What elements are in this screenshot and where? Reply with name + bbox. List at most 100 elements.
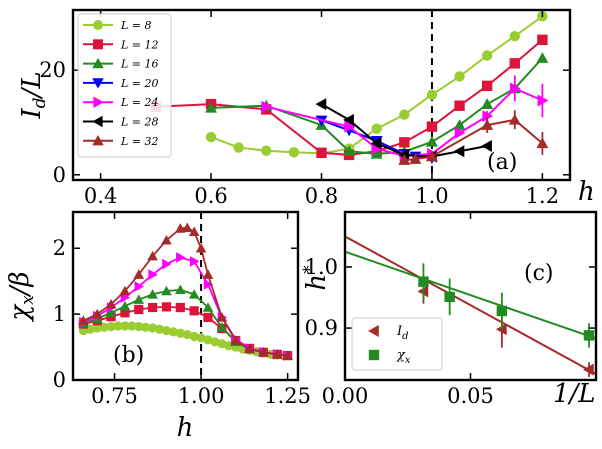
legend-marker [92,57,104,69]
data-point [343,145,356,157]
data-point [508,113,521,125]
data-point [537,34,548,46]
data-point [398,148,410,161]
data-point [481,140,492,152]
data-point [91,308,103,319]
data-point [370,137,382,150]
data-point [147,289,158,299]
data-point [154,324,165,334]
data-point [189,306,199,316]
data-point [203,312,213,323]
data-point [315,98,327,111]
legend-label: L = 8 [120,19,152,32]
data-point [481,98,494,109]
data-point [161,302,172,312]
data-point [78,315,89,325]
panel-c-series [345,235,596,377]
data-point [106,322,116,332]
legend-label: L = 24 [120,96,159,109]
fit-line [345,235,596,375]
panel-b-ticks: 0.75 1.00 1.25 0 1 2 [53,212,311,408]
data-point [120,321,130,331]
legend-marker [93,96,104,108]
xtick-label-a: 0.6 [194,184,227,208]
xtick-label-a: 1.2 [526,184,559,208]
data-point [168,327,178,337]
data-point [282,350,293,360]
data-point [233,142,244,153]
data-point [202,302,214,312]
data-point [454,71,465,82]
data-point [148,302,158,313]
data-point [217,339,227,349]
data-point [176,252,186,263]
data-point [133,269,145,279]
data-point [398,154,411,165]
panel-a-ylabel: Id/L [17,71,50,119]
data-point [119,285,131,296]
legend-label: L = 12 [120,38,159,51]
data-point [370,147,383,159]
data-point [399,109,410,120]
ytick-label-c: 1.0 [305,255,338,279]
data-point [509,82,521,95]
data-point [189,331,199,342]
data-point [119,300,131,311]
panel-b-ylabel: χx/β [5,271,38,322]
panel-b: 0.75 1.00 1.25 0 1 2 (b) χx/β h [5,210,311,443]
legend-marker [368,325,379,337]
data-point [509,30,520,42]
panel-a-xlabel: h [578,177,595,207]
data-point [418,276,429,287]
series-a-6 [398,110,549,165]
data-point [196,333,206,343]
data-point [175,284,186,294]
panel-a-tag: (a) [487,150,517,175]
data-point [582,363,594,376]
legend-marker [92,78,104,89]
data-point [161,285,172,296]
data-point [399,137,410,148]
data-point [481,119,494,130]
data-point [258,347,269,357]
data-point [203,279,214,290]
data-point [316,147,327,158]
data-point [261,100,273,113]
data-point [92,323,102,333]
panel-a-ticks: 0.4 0.6 0.8 1.0 1.2 0 20 [39,10,570,208]
data-point [99,322,109,332]
data-point [536,137,549,149]
data-point [453,145,465,158]
data-point [454,126,466,139]
data-point [182,329,192,340]
legend-label: L = 20 [120,77,159,90]
data-point [148,323,158,333]
series-b-0 [78,321,289,361]
data-point [175,302,185,313]
data-point [425,135,438,147]
series-c-1 [345,250,596,348]
data-point [134,322,144,332]
panel-c-xlabel: 1/L [553,379,596,409]
panel-b-tag: (b) [113,343,144,368]
series-b-4 [78,222,293,360]
data-point [120,308,130,318]
data-point [343,113,354,126]
legend-marker [92,115,103,128]
legend-marker [368,349,380,361]
data-point [288,147,300,158]
panel-c-frame [343,210,598,382]
data-point [509,58,520,69]
data-point [134,281,145,292]
ytick-label-b: 2 [53,236,66,260]
ytick-label-b: 0 [53,368,66,392]
data-point [216,312,228,322]
data-point [425,150,438,162]
data-point [202,269,214,279]
panel-a-legend: L = 8 L = 12 L = 16 L = 20 L = 24 L = 28 L = 3… [77,13,172,158]
data-point [244,343,255,354]
data-point [113,321,123,331]
ytick-label-b: 1 [53,302,66,326]
data-point [536,52,549,63]
